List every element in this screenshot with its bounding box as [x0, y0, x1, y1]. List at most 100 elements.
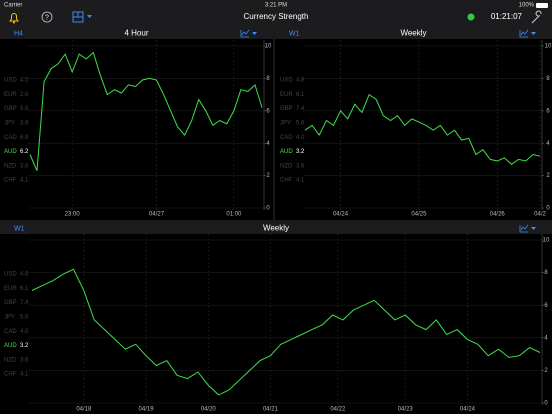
app-title: Currency Strength [244, 12, 309, 21]
legend-value: 6.9 [20, 135, 29, 141]
legend-value: 4.0 [20, 329, 29, 335]
x-tick-label: 04/18 [76, 407, 92, 413]
legend-currency: CAD [4, 329, 17, 335]
legend-value: 3.2 [20, 343, 29, 349]
panel-header [0, 222, 552, 234]
x-tick-label: 04/24 [460, 407, 476, 413]
legend-value: 4.8 [20, 272, 29, 278]
x-tick-label: 04/27 [149, 212, 165, 218]
panel-title: 4 Hour [124, 29, 148, 38]
x-tick-label: 04/19 [139, 407, 155, 413]
legend-currency: GBP [4, 300, 17, 306]
legend-value: 5.5 [20, 106, 29, 112]
strength-line [31, 268, 541, 396]
y-tick-label: 0 [544, 401, 548, 407]
x-tick-label: 04/26 [490, 212, 506, 218]
legend-currency: NZD [4, 357, 17, 363]
legend-currency: EUR [280, 92, 293, 98]
top-bar [0, 0, 552, 27]
chart-type-arrow [531, 227, 536, 230]
x-tick-label: 04/20 [201, 407, 217, 413]
help-button[interactable]: ? [41, 11, 53, 23]
legend-value: 2.6 [20, 92, 29, 98]
legend-value: 7.4 [296, 106, 305, 112]
legend-value: 4.0 [296, 135, 305, 141]
chart-type-arrow [252, 32, 257, 35]
chart-type-button[interactable] [519, 29, 529, 38]
y-tick-label: 2 [546, 173, 550, 179]
svg-text:?: ? [45, 14, 49, 21]
y-tick-label: 10 [545, 44, 552, 50]
legend-value: 4.1 [20, 178, 29, 184]
x-tick-label: 04/21 [263, 407, 279, 413]
legend-currency: JPY [4, 314, 15, 320]
legend-currency: GBP [280, 106, 293, 112]
x-tick-label: 04/22 [330, 407, 346, 413]
legend-currency: CHF [4, 178, 17, 184]
legend-currency: USD [4, 272, 17, 278]
legend-value: 5.6 [296, 120, 305, 126]
x-tick-label: 23:00 [65, 212, 81, 218]
legend-value: 3.6 [20, 163, 29, 169]
battery-text: 100% [519, 3, 535, 9]
x-tick-label: 04/25 [411, 212, 427, 218]
carrier: Carrier [4, 3, 22, 9]
y-tick-label: 2 [544, 368, 548, 374]
legend-value: 3.6 [20, 357, 29, 363]
panel-header [0, 27, 273, 39]
chart-type-button[interactable] [519, 224, 529, 233]
y-tick-label: 8 [266, 76, 270, 82]
x-tick-label: 04/2 [534, 212, 546, 218]
legend-value: 4.5 [20, 78, 29, 84]
legend-value: 6.1 [296, 92, 305, 98]
legend-value: 4.1 [296, 178, 305, 184]
timeframe: W1 [14, 225, 25, 232]
timer: 01:21:07 [491, 12, 523, 21]
x-tick-label: 04/24 [333, 212, 349, 218]
legend-currency: AUD [4, 343, 17, 349]
y-tick-label: 0 [266, 206, 270, 212]
strength-line [29, 51, 263, 171]
clock: 3:21 PM [265, 3, 287, 9]
settings-button[interactable] [531, 10, 542, 24]
legend-currency: JPY [280, 120, 291, 126]
panel-title: Weekly [400, 29, 426, 38]
legend-currency: AUD [280, 149, 293, 155]
y-tick-label: 6 [544, 303, 548, 309]
legend-currency: JPY [4, 120, 15, 126]
battery-icon [536, 3, 548, 8]
legend-value: 6.1 [20, 286, 29, 292]
alert-button[interactable] [9, 13, 19, 24]
legend-value: 4.8 [296, 78, 305, 84]
x-tick-label: 04/23 [398, 407, 414, 413]
legend-value: 4.1 [20, 372, 29, 378]
y-tick-label: 10 [265, 44, 272, 50]
legend-currency: GBP [4, 106, 17, 112]
timeframe: W1 [289, 30, 300, 37]
legend-currency: EUR [4, 92, 17, 98]
legend-currency: CHF [4, 372, 17, 378]
legend-currency: CAD [280, 135, 293, 141]
y-tick-label: 4 [546, 141, 550, 147]
x-tick-label: 01:00 [226, 212, 242, 218]
legend-currency: NZD [280, 163, 293, 169]
timeframe: H4 [14, 30, 23, 37]
y-tick-label: 4 [544, 335, 548, 341]
legend-value: 3.9 [20, 120, 29, 126]
y-tick-label: 8 [544, 270, 548, 276]
legend-value: 5.6 [20, 314, 29, 320]
y-tick-label: 4 [266, 141, 270, 147]
y-tick-label: 0 [546, 206, 550, 212]
legend-currency: USD [280, 78, 293, 84]
chart-type-arrow [531, 32, 536, 35]
y-tick-label: 10 [543, 238, 550, 244]
y-tick-label: 2 [266, 173, 270, 179]
chart-type-button[interactable] [240, 29, 250, 38]
legend-currency: AUD [4, 149, 17, 155]
panel-header [275, 27, 552, 39]
legend-currency: USD [4, 78, 17, 84]
layout-button[interactable] [72, 11, 92, 23]
legend-currency: EUR [4, 286, 17, 292]
